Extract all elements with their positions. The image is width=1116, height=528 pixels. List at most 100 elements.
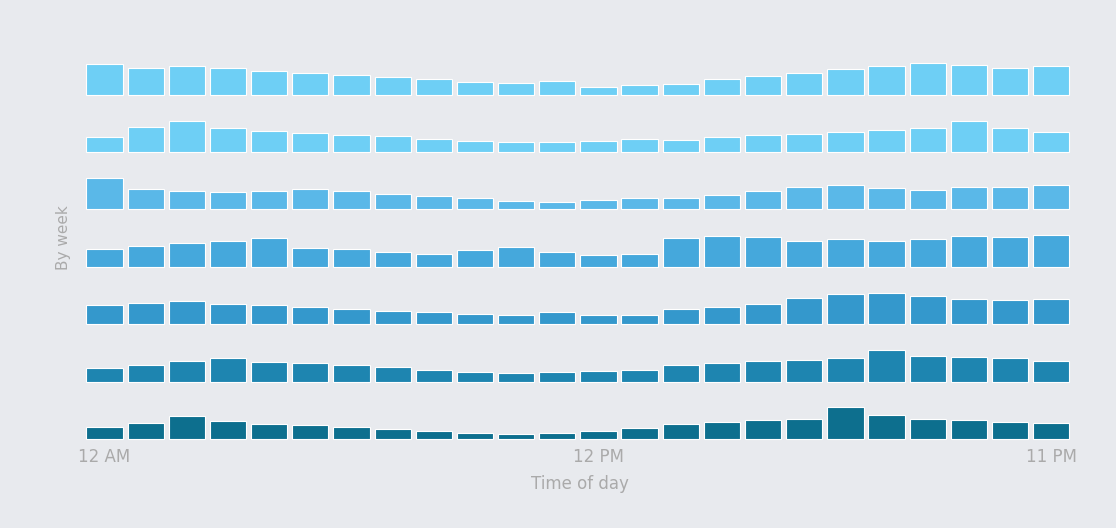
Bar bbox=[910, 63, 946, 95]
Bar bbox=[1033, 67, 1069, 95]
Bar bbox=[334, 427, 369, 439]
Bar bbox=[86, 427, 123, 439]
Bar bbox=[415, 254, 452, 267]
Bar bbox=[992, 186, 1028, 210]
Bar bbox=[334, 191, 369, 210]
Bar bbox=[498, 142, 535, 152]
Bar bbox=[992, 422, 1028, 439]
Bar bbox=[539, 202, 576, 210]
Bar bbox=[786, 187, 822, 210]
Bar bbox=[539, 372, 576, 382]
Bar bbox=[704, 422, 740, 439]
Bar bbox=[169, 191, 205, 210]
Bar bbox=[127, 68, 164, 95]
Bar bbox=[868, 241, 905, 267]
Bar bbox=[86, 305, 123, 324]
Bar bbox=[86, 64, 123, 95]
Bar bbox=[992, 237, 1028, 267]
Bar bbox=[663, 199, 699, 210]
Bar bbox=[745, 361, 781, 382]
Bar bbox=[580, 200, 616, 210]
Bar bbox=[580, 371, 616, 382]
Bar bbox=[127, 365, 164, 382]
Bar bbox=[169, 243, 205, 267]
Bar bbox=[456, 141, 493, 152]
Bar bbox=[580, 254, 616, 267]
Bar bbox=[456, 433, 493, 439]
Bar bbox=[498, 315, 535, 324]
Bar bbox=[415, 312, 452, 324]
Bar bbox=[251, 238, 287, 267]
Bar bbox=[745, 191, 781, 210]
Bar bbox=[704, 307, 740, 324]
Bar bbox=[827, 295, 864, 324]
Bar bbox=[992, 359, 1028, 382]
Bar bbox=[992, 69, 1028, 95]
Y-axis label: By week: By week bbox=[56, 205, 71, 270]
Bar bbox=[827, 408, 864, 439]
Bar bbox=[827, 132, 864, 152]
Bar bbox=[663, 309, 699, 324]
Bar bbox=[910, 419, 946, 439]
Bar bbox=[292, 363, 328, 382]
Bar bbox=[786, 419, 822, 439]
Bar bbox=[951, 65, 987, 95]
Bar bbox=[292, 426, 328, 439]
Bar bbox=[951, 299, 987, 324]
Bar bbox=[539, 312, 576, 324]
Bar bbox=[251, 191, 287, 210]
Bar bbox=[86, 368, 123, 382]
Bar bbox=[745, 237, 781, 267]
Bar bbox=[827, 359, 864, 382]
Bar bbox=[868, 188, 905, 210]
Bar bbox=[951, 420, 987, 439]
Bar bbox=[704, 363, 740, 382]
Bar bbox=[910, 356, 946, 382]
Bar bbox=[622, 139, 657, 152]
Bar bbox=[827, 185, 864, 210]
Bar bbox=[251, 131, 287, 152]
Bar bbox=[210, 69, 246, 95]
Bar bbox=[210, 192, 246, 210]
Bar bbox=[169, 301, 205, 324]
Bar bbox=[704, 137, 740, 152]
Bar bbox=[375, 429, 411, 439]
Bar bbox=[539, 433, 576, 439]
Bar bbox=[1033, 361, 1069, 382]
Bar bbox=[951, 187, 987, 210]
Bar bbox=[415, 79, 452, 95]
Bar bbox=[375, 136, 411, 152]
Bar bbox=[210, 241, 246, 267]
Bar bbox=[745, 136, 781, 152]
Bar bbox=[86, 178, 123, 210]
Bar bbox=[910, 190, 946, 210]
Bar bbox=[539, 143, 576, 152]
Bar bbox=[334, 249, 369, 267]
Bar bbox=[375, 252, 411, 267]
Bar bbox=[169, 67, 205, 95]
Bar bbox=[210, 304, 246, 324]
Bar bbox=[127, 189, 164, 210]
Bar bbox=[622, 370, 657, 382]
Bar bbox=[375, 311, 411, 324]
Bar bbox=[1033, 132, 1069, 152]
Bar bbox=[169, 361, 205, 382]
Bar bbox=[786, 360, 822, 382]
Bar bbox=[910, 239, 946, 267]
Bar bbox=[334, 75, 369, 95]
Bar bbox=[127, 127, 164, 152]
Bar bbox=[334, 135, 369, 152]
Bar bbox=[292, 189, 328, 210]
Bar bbox=[868, 350, 905, 382]
Bar bbox=[704, 194, 740, 210]
Bar bbox=[498, 434, 535, 439]
Bar bbox=[1033, 299, 1069, 324]
Bar bbox=[786, 134, 822, 152]
Bar bbox=[498, 201, 535, 210]
Bar bbox=[745, 304, 781, 324]
Bar bbox=[951, 121, 987, 152]
Bar bbox=[169, 416, 205, 439]
Bar bbox=[292, 307, 328, 324]
Bar bbox=[86, 249, 123, 267]
Bar bbox=[498, 247, 535, 267]
